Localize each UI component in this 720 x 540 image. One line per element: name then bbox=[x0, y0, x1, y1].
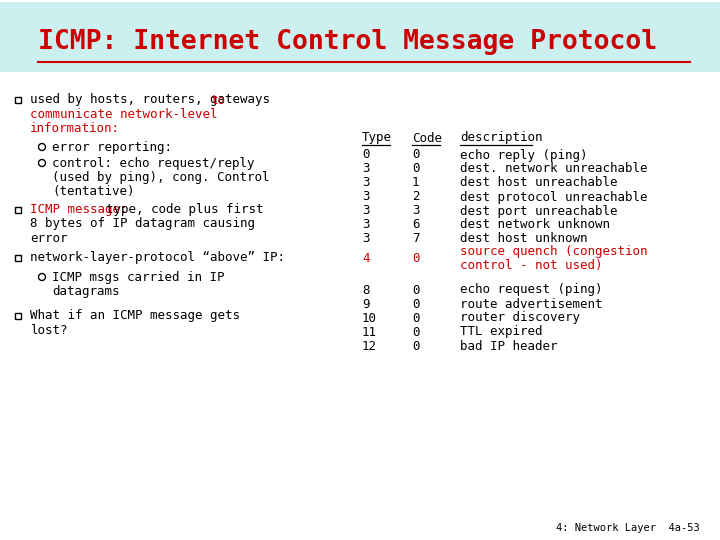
Text: ICMP: Internet Control Message Protocol: ICMP: Internet Control Message Protocol bbox=[38, 29, 657, 55]
Text: echo reply (ping): echo reply (ping) bbox=[460, 148, 588, 161]
Bar bbox=[15, 97, 21, 103]
Text: Type: Type bbox=[362, 132, 392, 145]
Text: (used by ping), cong. Control: (used by ping), cong. Control bbox=[52, 171, 269, 184]
Bar bbox=[15, 313, 21, 319]
Text: Code: Code bbox=[412, 132, 442, 145]
Text: 12: 12 bbox=[362, 340, 377, 353]
Text: network-layer-protocol “above” IP:: network-layer-protocol “above” IP: bbox=[30, 252, 285, 265]
Text: 0: 0 bbox=[412, 148, 420, 161]
Text: 3: 3 bbox=[362, 205, 369, 218]
Text: 0: 0 bbox=[412, 326, 420, 339]
Text: error: error bbox=[30, 232, 68, 245]
Text: 0: 0 bbox=[412, 340, 420, 353]
Text: (tentative): (tentative) bbox=[52, 185, 135, 198]
Text: 2: 2 bbox=[412, 191, 420, 204]
Text: 3: 3 bbox=[362, 233, 369, 246]
Text: 9: 9 bbox=[362, 298, 369, 310]
Text: used by hosts, routers, gateways: used by hosts, routers, gateways bbox=[30, 93, 277, 106]
Text: dest host unknown: dest host unknown bbox=[460, 233, 588, 246]
Text: 0: 0 bbox=[412, 284, 420, 296]
Text: error reporting:: error reporting: bbox=[52, 140, 172, 153]
Text: source quench (congestion: source quench (congestion bbox=[460, 246, 647, 259]
Text: 3: 3 bbox=[362, 177, 369, 190]
Text: 3: 3 bbox=[362, 219, 369, 232]
Text: lost?: lost? bbox=[30, 323, 68, 336]
Text: router discovery: router discovery bbox=[460, 312, 580, 325]
Text: datagrams: datagrams bbox=[52, 285, 120, 298]
Text: dest network unknown: dest network unknown bbox=[460, 219, 610, 232]
Text: control - not used): control - not used) bbox=[460, 260, 603, 273]
Text: dest port unreachable: dest port unreachable bbox=[460, 205, 618, 218]
Text: TTL expired: TTL expired bbox=[460, 326, 542, 339]
Text: dest host unreachable: dest host unreachable bbox=[460, 177, 618, 190]
Text: 7: 7 bbox=[412, 233, 420, 246]
Text: 0: 0 bbox=[412, 163, 420, 176]
Text: ICMP msgs carried in IP: ICMP msgs carried in IP bbox=[52, 271, 225, 284]
Text: 0: 0 bbox=[412, 252, 420, 265]
Bar bbox=[15, 207, 21, 213]
Text: route advertisement: route advertisement bbox=[460, 298, 603, 310]
Text: 0: 0 bbox=[412, 312, 420, 325]
Text: control: echo request/reply: control: echo request/reply bbox=[52, 157, 254, 170]
Text: What if an ICMP message gets: What if an ICMP message gets bbox=[30, 309, 240, 322]
Text: 4: Network Layer  4a-53: 4: Network Layer 4a-53 bbox=[557, 523, 700, 533]
Text: dest protocol unreachable: dest protocol unreachable bbox=[460, 191, 647, 204]
Text: description: description bbox=[460, 132, 542, 145]
Text: bad IP header: bad IP header bbox=[460, 340, 557, 353]
Text: 3: 3 bbox=[362, 163, 369, 176]
Text: information:: information: bbox=[30, 122, 120, 134]
Bar bbox=[0, 2, 720, 72]
Text: to: to bbox=[210, 93, 225, 106]
Text: 3: 3 bbox=[412, 205, 420, 218]
Text: 1: 1 bbox=[412, 177, 420, 190]
Text: echo request (ping): echo request (ping) bbox=[460, 284, 603, 296]
Text: communicate network-level: communicate network-level bbox=[30, 107, 217, 120]
Text: 8: 8 bbox=[362, 284, 369, 296]
Text: 11: 11 bbox=[362, 326, 377, 339]
Text: 10: 10 bbox=[362, 312, 377, 325]
Text: 0: 0 bbox=[362, 148, 369, 161]
Text: 4: 4 bbox=[362, 252, 369, 265]
Text: 6: 6 bbox=[412, 219, 420, 232]
Text: 3: 3 bbox=[362, 191, 369, 204]
Text: ICMP message:: ICMP message: bbox=[30, 204, 135, 217]
Bar bbox=[15, 255, 21, 261]
Text: 8 bytes of IP datagram causing: 8 bytes of IP datagram causing bbox=[30, 218, 255, 231]
Text: type, code plus first: type, code plus first bbox=[107, 204, 264, 217]
Text: 0: 0 bbox=[412, 298, 420, 310]
Text: dest. network unreachable: dest. network unreachable bbox=[460, 163, 647, 176]
